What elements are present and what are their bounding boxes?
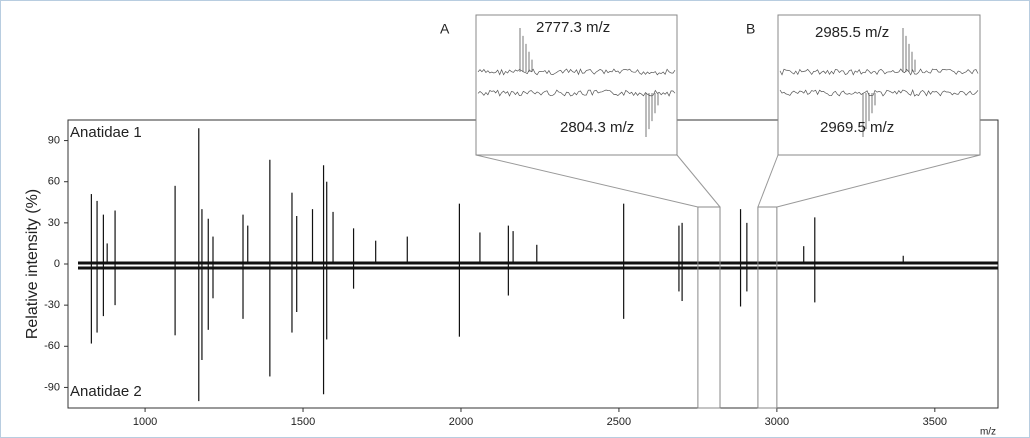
inset-annotation: 2804.3 m/z: [560, 119, 634, 136]
inset-annotation: 2969.5 m/z: [820, 119, 894, 136]
inset-annotation: 2777.3 m/z: [536, 19, 610, 36]
zoom-connector: [475, 154, 699, 208]
x-tick-label: 1000: [133, 416, 157, 428]
series-label: Anatidae 2: [70, 383, 142, 400]
inset-frame: [475, 14, 678, 156]
y-tick-label: 0: [54, 258, 60, 270]
inset-trace: [477, 89, 676, 97]
y-tick-label: -90: [44, 381, 60, 393]
zoom-connector: [757, 154, 779, 208]
series-label: Anatidae 1: [70, 124, 142, 141]
y-tick-label: -30: [44, 299, 60, 311]
y-tick-label: -60: [44, 340, 60, 352]
zoom-connector: [776, 154, 981, 208]
inset-frame: [777, 14, 981, 156]
zoom-connector: [676, 154, 721, 208]
x-tick-label: 1500: [291, 416, 315, 428]
y-tick-label: 30: [48, 217, 60, 229]
inset-trace: [779, 68, 979, 76]
y-tick-label: 60: [48, 176, 60, 188]
zoom-box: [757, 206, 778, 409]
inset-annotation: 2985.5 m/z: [815, 24, 889, 41]
inset-trace: [779, 88, 979, 97]
y-axis-label: Relative intensity (%): [24, 189, 41, 339]
x-tick-label: 2500: [607, 416, 631, 428]
x-axis-label: m/z: [980, 427, 996, 438]
inset-label: B: [746, 21, 755, 37]
x-tick-label: 3500: [923, 416, 947, 428]
inset-label: A: [440, 21, 450, 37]
x-tick-label: 3000: [765, 416, 789, 428]
inset-trace: [477, 68, 676, 76]
zoom-box: [697, 206, 721, 409]
y-tick-label: 90: [48, 134, 60, 146]
x-tick-label: 2000: [449, 416, 473, 428]
